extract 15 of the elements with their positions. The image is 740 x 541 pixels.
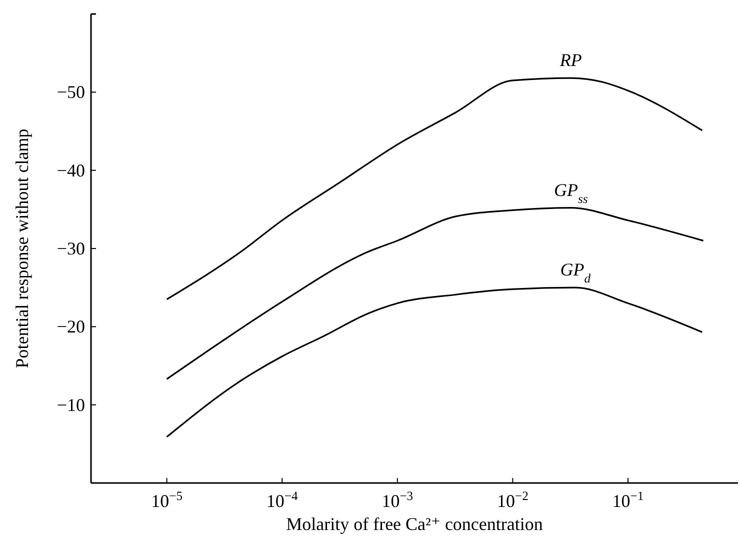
x-tick-label: 10$^{−4}$ bbox=[266, 489, 299, 511]
x-tick-label: 10$^{−5}$ bbox=[151, 489, 183, 511]
x-tick-label: 10$^{−2}$ bbox=[496, 489, 528, 511]
x-axis-title: Molarity of free Ca²⁺ concentration bbox=[286, 514, 543, 534]
y-tick-label: −50 bbox=[56, 82, 85, 102]
y-axis-title: Potential response without clamp bbox=[12, 128, 32, 368]
x-tick-label: 10$^{−3}$ bbox=[382, 489, 414, 511]
x-tick-label: 10$^{−1}$ bbox=[612, 489, 644, 511]
series-label: RP bbox=[558, 50, 582, 70]
y-tick-label: −30 bbox=[56, 238, 85, 258]
y-tick-label: −10 bbox=[56, 394, 85, 415]
series-label: GP$_{d}$ bbox=[560, 260, 592, 286]
y-tick-label: −20 bbox=[56, 316, 85, 337]
y-tick-label: −40 bbox=[56, 160, 85, 180]
series-label: GP$_{ss}$ bbox=[554, 180, 588, 206]
